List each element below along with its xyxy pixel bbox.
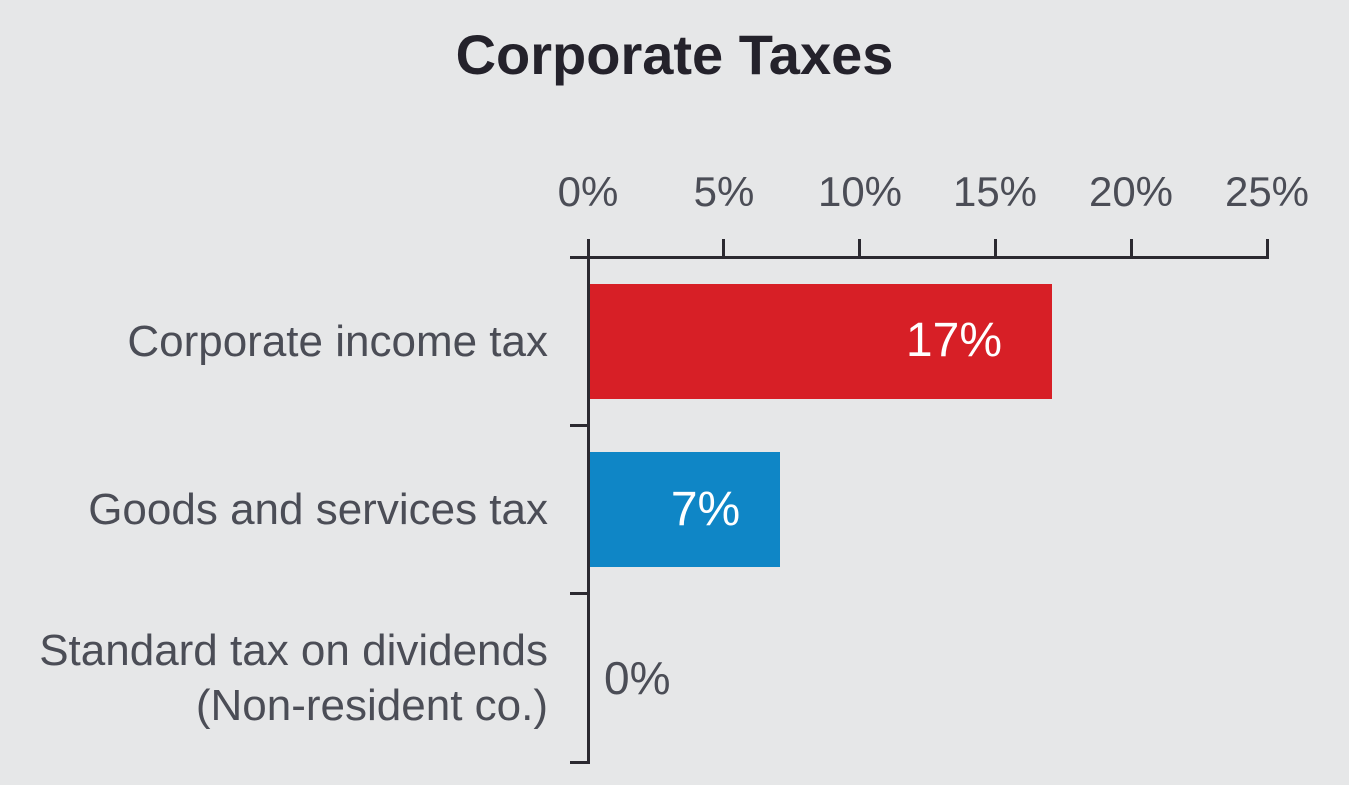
x-axis-tick-label: 5% [693,168,755,215]
x-axis-tick [858,239,861,257]
category-label-goods-and-services-tax: Goods and services tax [18,482,548,537]
bar-value-label: 0% [604,652,671,704]
y-axis-tick [570,761,588,764]
category-label-line: Goods and services tax [88,485,548,534]
x-axis-tick [994,239,997,257]
x-axis-tick [1266,239,1269,257]
category-label-line: Standard tax on dividends [39,626,548,675]
x-axis-tick-label: 10% [817,168,903,215]
category-label-corporate-income-tax: Corporate income tax [18,314,548,369]
x-axis-tick-label: 0% [557,168,619,215]
category-label-standard-tax-on-dividends-non-resident-co: Standard tax on dividends (Non-resident c… [18,623,548,733]
category-label-line: Corporate income tax [127,317,548,366]
x-axis-tick [1130,239,1133,257]
x-axis-tick [587,239,590,257]
y-axis-line [587,256,590,764]
y-axis-tick [570,424,588,427]
chart-title: Corporate Taxes [455,23,894,86]
x-axis-tick [722,239,725,257]
x-axis-tick-label: 15% [952,168,1038,215]
category-label-line: (Non-resident co.) [195,681,548,730]
bar-value-label: 17% [905,314,1002,367]
bar-goods-and-services-tax [590,452,780,567]
x-axis-tick-label: 25% [1224,168,1310,215]
x-axis-tick-label: 20% [1088,168,1174,215]
y-axis-tick [570,592,588,595]
bar-value-label: 7% [670,483,741,536]
x-axis-line [570,256,1269,259]
bar-corporate-income-tax [590,284,1052,399]
